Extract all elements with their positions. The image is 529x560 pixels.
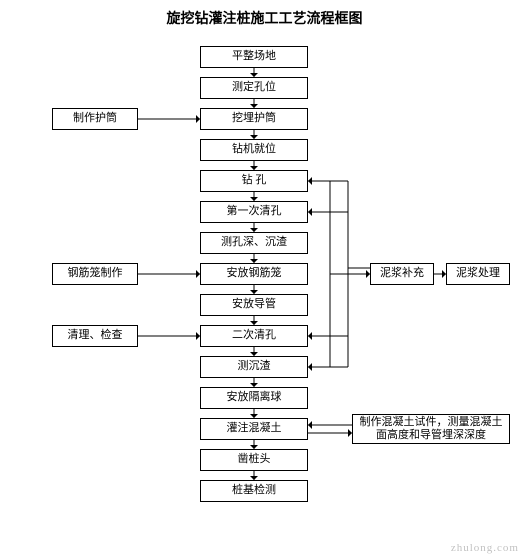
step-8: 安放导管: [200, 294, 308, 316]
watermark: zhulong.com: [451, 542, 519, 554]
step-14: 桩基检测: [200, 480, 308, 502]
page: 旋挖钻灌注桩施工工艺流程框图 平整场地测定孔位挖埋护筒钻机就位钻 孔第一次清孔测…: [0, 0, 529, 560]
left-2: 制作护筒: [52, 108, 138, 130]
mud-dispose: 泥浆处理: [446, 263, 510, 285]
step-13: 凿桩头: [200, 449, 308, 471]
left-9: 清理、检查: [52, 325, 138, 347]
step-6: 测孔深、沉渣: [200, 232, 308, 254]
step-12: 灌注混凝土: [200, 418, 308, 440]
step-7: 安放钢筋笼: [200, 263, 308, 285]
step-3: 钻机就位: [200, 139, 308, 161]
step-1: 测定孔位: [200, 77, 308, 99]
mud-supply: 泥浆补充: [370, 263, 434, 285]
step-10: 测沉渣: [200, 356, 308, 378]
step-11: 安放隔离球: [200, 387, 308, 409]
step-4: 钻 孔: [200, 170, 308, 192]
step-5: 第一次清孔: [200, 201, 308, 223]
left-7: 钢筋笼制作: [52, 263, 138, 285]
step-0: 平整场地: [200, 46, 308, 68]
step-2: 挖埋护筒: [200, 108, 308, 130]
step-9: 二次清孔: [200, 325, 308, 347]
concrete-note: 制作混凝土试件，测量混凝土面高度和导管埋深深度: [352, 414, 510, 444]
